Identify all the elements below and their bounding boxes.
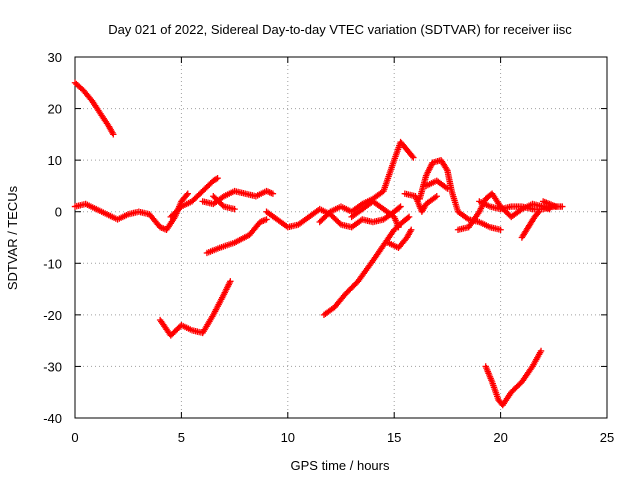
x-axis-label: GPS time / hours [291, 458, 390, 473]
data-points [71, 79, 566, 409]
y-tick-label: -10 [43, 256, 62, 271]
data-point [263, 216, 270, 223]
series-arc-5 [210, 193, 238, 213]
data-point [214, 174, 221, 182]
data-point [408, 226, 415, 233]
data-point [269, 190, 277, 197]
y-axis-label: SDTVAR / TECUs [5, 185, 20, 290]
series-arc-15 [422, 177, 451, 192]
series-arc-1 [71, 79, 117, 138]
data-point [227, 278, 234, 285]
series-arc-9 [316, 138, 417, 226]
data-point [212, 175, 220, 183]
series-arc-10 [348, 198, 402, 231]
data-point [396, 204, 403, 211]
x-tick-label: 5 [178, 430, 185, 445]
data-point [231, 205, 238, 213]
x-tick-label: 25 [600, 430, 614, 445]
data-point [405, 213, 413, 221]
data-point [537, 347, 545, 355]
y-tick-label: 0 [55, 205, 62, 220]
data-point [404, 214, 412, 222]
data-point [534, 209, 542, 217]
series-arc-11 [320, 213, 413, 319]
data-point [397, 203, 404, 210]
x-tick-label: 0 [71, 430, 78, 445]
series-arc-6 [203, 216, 270, 257]
y-tick-label: 10 [48, 153, 62, 168]
series-arc-19 [518, 208, 543, 241]
data-point [410, 154, 417, 161]
series-arc-18 [539, 198, 560, 210]
x-tick-label: 15 [387, 430, 401, 445]
series-arc-3 [167, 174, 221, 221]
data-point [559, 203, 566, 210]
data-point [409, 153, 416, 160]
data-point [535, 208, 543, 215]
x-tick-label: 10 [281, 430, 295, 445]
data-point [183, 191, 190, 199]
y-tick-label: -20 [43, 308, 62, 323]
y-tick-label: -30 [43, 359, 62, 374]
plot-frame [74, 56, 608, 419]
y-tick-label: -40 [43, 411, 62, 426]
x-tick-label: 20 [493, 430, 507, 445]
data-point [497, 226, 504, 233]
data-point [184, 190, 191, 197]
series-arc-13 [401, 190, 440, 215]
data-point [433, 193, 440, 200]
chart-title: Day 021 of 2022, Sidereal Day-to-day VTE… [108, 22, 572, 37]
y-tick-label: 20 [48, 102, 62, 117]
tick-labels: 0 5 10 15 20 25 -40 -30 -20 -10 0 10 20 30 [43, 50, 614, 445]
data-point [552, 203, 560, 210]
series-arc-4 [199, 187, 277, 208]
grid [75, 57, 607, 418]
series-arc-2 [71, 190, 191, 233]
series-arc-20 [482, 347, 545, 409]
series-arc-7 [156, 278, 234, 339]
y-tick-label: 30 [48, 50, 62, 65]
axis-ticks [74, 56, 608, 419]
data-point [444, 185, 451, 192]
data-point [110, 131, 117, 138]
series-arc-12 [384, 226, 415, 252]
data-point [443, 165, 450, 173]
